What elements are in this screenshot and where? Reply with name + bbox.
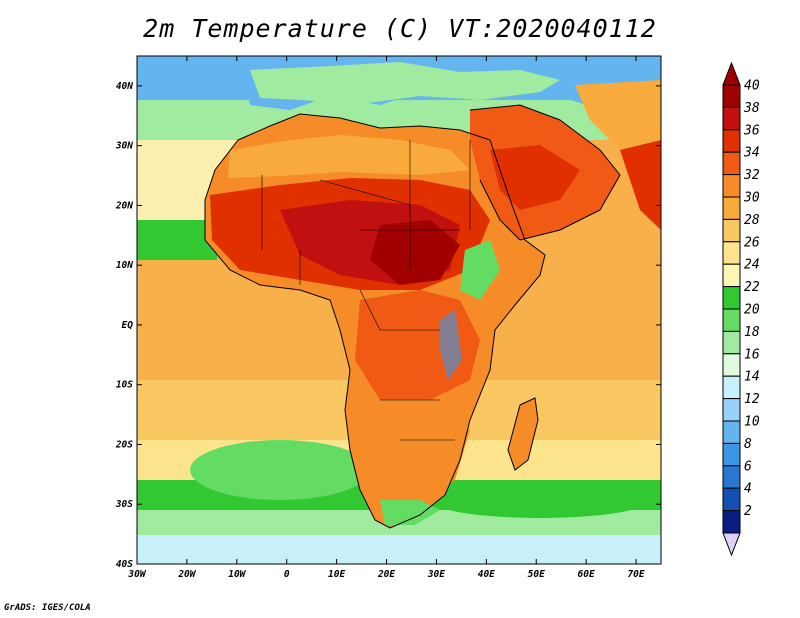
lat-tick-label: 40S xyxy=(116,559,133,570)
colorbar-label: 34 xyxy=(743,146,760,161)
lon-tick-label: 10W xyxy=(228,569,246,580)
lon-tick-label: 30W xyxy=(127,569,146,580)
lon-tick-label: 70E xyxy=(627,569,644,580)
colorbar-label: 26 xyxy=(744,235,760,250)
colorbar-label: 4 xyxy=(744,482,752,497)
madagascar xyxy=(508,398,538,470)
colorbar-segment xyxy=(722,241,741,265)
colorbar-label: 12 xyxy=(744,392,760,407)
colorbar-segment xyxy=(722,465,741,489)
colorbar-label: 22 xyxy=(744,280,760,295)
coastline xyxy=(204,113,546,529)
colorbar-segment xyxy=(722,174,741,198)
lon-tick-label: 20E xyxy=(377,569,395,580)
colorbar-segment xyxy=(722,375,741,400)
colorbar-top-cap xyxy=(722,61,741,86)
colorbar-segment xyxy=(722,218,741,243)
lat-tick-label: 30S xyxy=(115,499,133,510)
lon-tick-label: 20W xyxy=(177,569,196,580)
colorbar-segment xyxy=(722,129,741,153)
temperature-field xyxy=(137,56,661,564)
lon-tick-label: 30E xyxy=(427,569,445,580)
lat-tick-label: 10S xyxy=(116,380,133,391)
lat-tick-label: 10N xyxy=(116,260,133,271)
colorbar-bottom-cap xyxy=(722,532,741,557)
colorbar-label: 40 xyxy=(744,79,760,94)
colorbar-label: 10 xyxy=(744,415,760,430)
lat-tick-label: 20N xyxy=(115,200,133,211)
colorbar-segment xyxy=(722,420,741,444)
colorbar-label: 24 xyxy=(744,258,760,273)
lon-tick-label: 0 xyxy=(284,569,290,580)
country-borders xyxy=(261,140,471,441)
colorbar-label: 14 xyxy=(744,370,760,385)
colorbar-segment xyxy=(722,330,741,355)
colorbar-segment xyxy=(722,263,741,288)
colorbar-label: 16 xyxy=(744,347,760,362)
colorbar-segment xyxy=(722,442,741,467)
colorbar-label: 18 xyxy=(744,325,760,340)
colorbar-segment xyxy=(722,84,741,108)
latitude-axis: 40N 30N 20N 10N EQ 10S 20S 30S 40S xyxy=(115,81,661,570)
lon-tick-label: 40E xyxy=(478,569,495,580)
colorbar-label: 32 xyxy=(743,168,760,183)
lat-tick-label: 40N xyxy=(116,81,133,92)
colorbar-segment xyxy=(722,106,741,131)
colorbar-segment xyxy=(722,308,741,332)
colorbar-segment xyxy=(722,398,741,422)
colorbar-label: 36 xyxy=(743,123,760,138)
colorbar-segment xyxy=(722,286,741,310)
colorbar-segment xyxy=(722,196,741,220)
lon-tick-label: 60E xyxy=(578,569,595,580)
colorbar-label: 28 xyxy=(744,213,760,228)
longitude-axis: 30W 20W 10W 0 10E 20E 30E 40E 50E 60E 70E xyxy=(127,56,645,580)
colorbar-segment xyxy=(722,510,741,534)
lon-tick-label: 10E xyxy=(328,569,345,580)
lat-tick-label: 20S xyxy=(115,439,133,450)
colorbar-segment xyxy=(722,487,741,512)
colorbar-label: 30 xyxy=(743,191,760,206)
colorbar-label: 20 xyxy=(744,303,760,318)
colorbar-segment xyxy=(722,353,741,377)
lon-tick-label: 50E xyxy=(528,569,545,580)
colorbar: 40 38 36 34 32 30 28 26 24 22 20 18 16 14 12 10 8 6 4 2 xyxy=(722,61,760,557)
lat-tick-label: EQ xyxy=(122,320,134,331)
colorbar-segment xyxy=(722,151,741,176)
colorbar-label: 38 xyxy=(743,101,760,116)
lat-tick-label: 30N xyxy=(115,141,133,152)
colorbar-label: 8 xyxy=(744,437,752,452)
map-title: 2m Temperature (C) VT:2020040112 xyxy=(143,14,657,43)
colorbar-label: 2 xyxy=(744,504,752,519)
credit-label: GrADS: IGES/COLA xyxy=(4,603,91,613)
plot-frame xyxy=(136,55,662,565)
colorbar-label: 6 xyxy=(744,459,752,474)
